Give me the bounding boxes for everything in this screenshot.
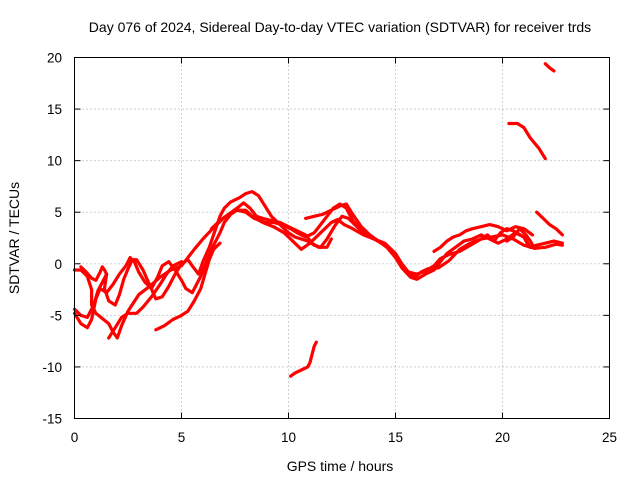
y-axis-label: SDTVAR / TECUs <box>6 182 22 294</box>
x-tick-labels: 0 5 10 15 20 25 <box>71 430 617 445</box>
grid-lines <box>74 57 610 419</box>
y-tick-label: 20 <box>47 51 62 66</box>
x-tick-label: 10 <box>281 430 296 445</box>
series-9 <box>505 227 537 250</box>
y-tick-label: -15 <box>42 412 62 427</box>
y-tick-labels: -15 -10 -5 0 5 10 15 20 <box>42 51 62 427</box>
tick-marks <box>74 57 610 419</box>
data-layer <box>72 62 564 378</box>
series-5 <box>154 241 222 332</box>
x-tick-label: 0 <box>71 430 79 445</box>
series-1 <box>72 208 564 340</box>
x-tick-label: 5 <box>178 430 186 445</box>
x-tick-label: 20 <box>495 430 510 445</box>
series-6 <box>209 201 333 249</box>
plot-frame <box>74 57 610 419</box>
y-tick-label: -5 <box>50 308 62 323</box>
series-2 <box>72 190 530 319</box>
y-tick-label: 5 <box>54 205 62 220</box>
x-axis-label: GPS time / hours <box>287 458 394 474</box>
series-12 <box>507 121 547 161</box>
series-14 <box>289 340 318 378</box>
chart-title: Day 076 of 2024, Sidereal Day-to-day VTE… <box>89 19 591 35</box>
series-4 <box>107 260 184 340</box>
x-tick-label: 25 <box>602 430 617 445</box>
series-10 <box>79 265 109 282</box>
series-13 <box>543 62 556 73</box>
y-tick-label: 15 <box>47 102 62 117</box>
series-7 <box>304 202 380 243</box>
y-tick-label: 10 <box>47 154 62 169</box>
series-11 <box>535 210 564 237</box>
x-tick-label: 15 <box>388 430 403 445</box>
y-tick-label: -10 <box>42 360 62 375</box>
y-tick-label: 0 <box>54 257 62 272</box>
series-3 <box>72 202 564 330</box>
series-8 <box>432 223 535 253</box>
